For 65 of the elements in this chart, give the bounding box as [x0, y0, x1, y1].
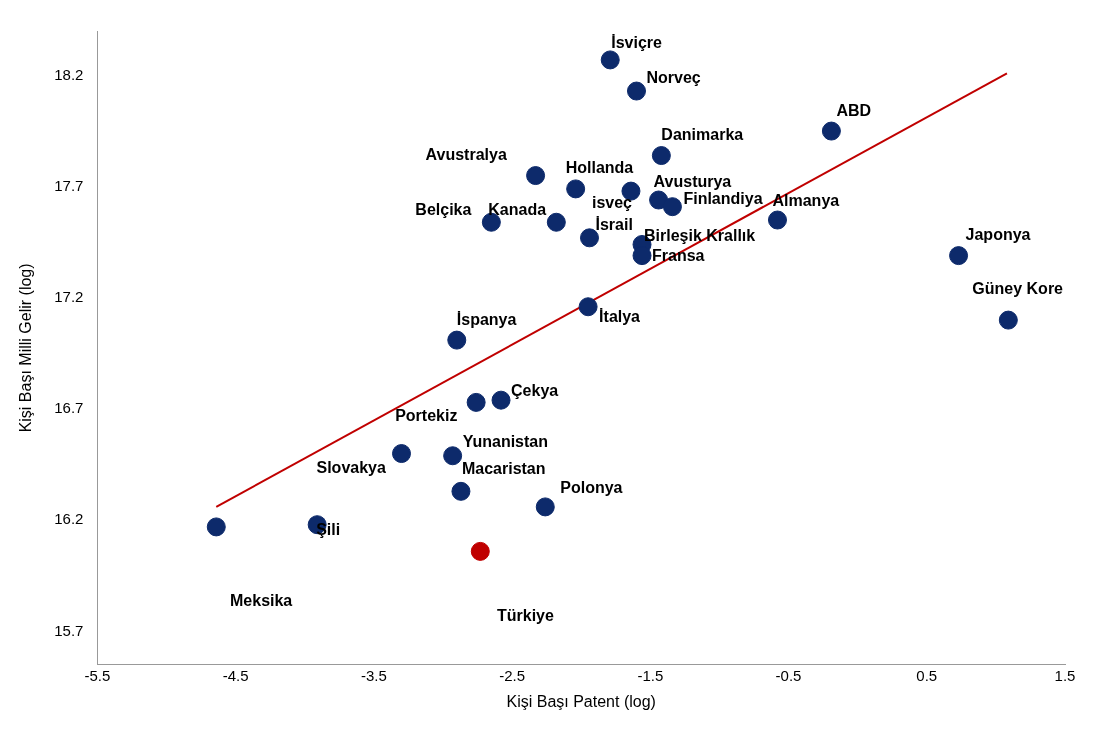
annotation: İspanya: [456, 310, 517, 328]
x-tick-label: 0.5: [916, 666, 938, 684]
point: [998, 310, 1018, 330]
x-tick-label: -4.5: [222, 666, 249, 684]
point: [443, 446, 463, 466]
annotation: Birleşik Krallık: [644, 226, 756, 244]
point: [600, 50, 620, 70]
point: [821, 121, 841, 141]
point: [466, 392, 486, 412]
y-tick-label: 17.7: [54, 176, 84, 194]
y-tick-label: 18.2: [54, 65, 84, 83]
point: [767, 210, 787, 230]
annotation: Yunanistan: [462, 433, 548, 451]
point: [392, 444, 411, 464]
annotation: İsviçre: [611, 34, 663, 52]
annotation: Danimarka: [661, 125, 744, 143]
annotation: Norveç: [646, 69, 701, 87]
annotation: Çekya: [511, 381, 559, 399]
annotation: Türkiye: [497, 607, 555, 625]
point: [626, 81, 646, 101]
annotation: Portekiz: [395, 406, 458, 424]
y-tick-label: 15.7: [54, 621, 84, 639]
point: [662, 197, 682, 217]
point: [566, 179, 586, 199]
annotation: ABD: [836, 102, 872, 120]
point: [949, 246, 969, 266]
x-tick-label: -5.5: [84, 666, 111, 684]
y-tick-label: 16.7: [54, 399, 84, 417]
annotation: Avusturya: [653, 173, 732, 191]
annotation: Kanada: [488, 200, 547, 218]
point: [632, 246, 652, 266]
x-tick-label: -2.5: [499, 666, 526, 684]
y-axis-title: Kişi Başı Milli Gelir (log): [17, 263, 35, 433]
point: [206, 517, 226, 537]
point: [546, 212, 566, 232]
x-tick-label: -3.5: [360, 666, 387, 684]
annotation: Belçika: [415, 200, 472, 218]
x-axis-title: Kişi Başı Patent (log): [506, 692, 656, 710]
annotation: Finlandiya: [683, 190, 763, 208]
x-tick-label: 1.5: [1054, 666, 1076, 684]
annotation: Meksika: [230, 592, 293, 610]
point: [447, 330, 467, 350]
annotation: İsrail: [595, 216, 633, 234]
annotation: Avustralya: [425, 145, 507, 163]
point: [579, 228, 599, 248]
annotation: isveç: [591, 193, 633, 211]
annotation: Almanya: [772, 192, 840, 210]
x-tick-label: -1.5: [637, 666, 664, 684]
annotation: İtalya: [599, 308, 641, 326]
y-tick-label: 16.2: [54, 510, 84, 528]
point: [470, 541, 490, 561]
annotation: Hollanda: [565, 159, 634, 177]
annotation: Slovakya: [316, 458, 386, 476]
point: [578, 297, 598, 317]
annotation: Güney Kore: [972, 279, 1064, 297]
y-tick-label: 17.2: [54, 288, 84, 305]
annotation: Polonya: [560, 479, 623, 497]
annotation: Macaristan: [461, 459, 546, 477]
point: [491, 390, 511, 410]
point: [451, 481, 471, 501]
annotation: Japonya: [965, 226, 1031, 244]
point: [535, 497, 555, 517]
point: [651, 146, 671, 166]
point: [526, 166, 546, 186]
x-tick-label: -0.5: [775, 666, 802, 684]
